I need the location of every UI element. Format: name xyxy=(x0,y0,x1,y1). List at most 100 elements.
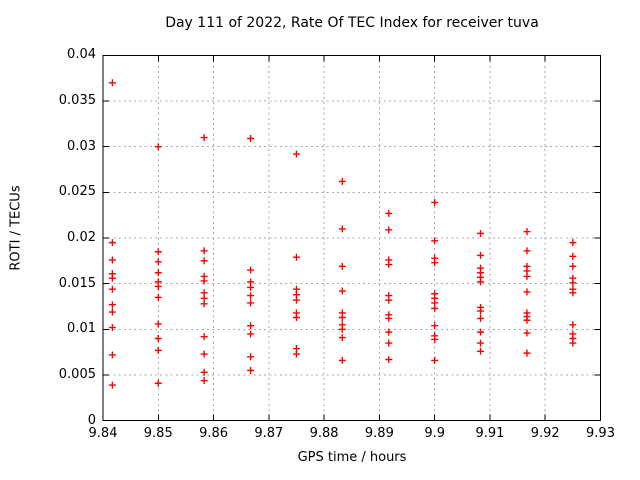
data-point-marker xyxy=(200,368,208,376)
data-point-marker xyxy=(108,381,116,389)
data-point-marker xyxy=(385,356,393,364)
x-tick-label: 9.85 xyxy=(143,426,173,441)
data-point-marker xyxy=(477,307,485,315)
data-point-marker xyxy=(108,324,116,332)
data-point-marker xyxy=(523,329,531,337)
y-tick-label: 0.02 xyxy=(67,230,96,246)
y-tick-label: 0.015 xyxy=(58,275,96,291)
data-point-marker xyxy=(338,356,346,364)
x-tick-label: 9.92 xyxy=(530,426,560,441)
data-point-marker xyxy=(477,347,485,355)
data-point-marker xyxy=(338,225,346,233)
data-point-marker xyxy=(247,135,255,143)
data-point-marker xyxy=(247,353,255,361)
data-point-marker xyxy=(154,379,162,387)
data-point-marker xyxy=(477,314,485,322)
data-point-marker xyxy=(523,228,531,236)
data-point-marker xyxy=(431,304,439,312)
data-point-marker xyxy=(247,292,255,300)
data-point-marker xyxy=(154,258,162,266)
data-point-marker xyxy=(385,261,393,269)
x-tick-label: 9.84 xyxy=(88,426,118,441)
data-point-marker xyxy=(385,209,393,217)
data-point-marker xyxy=(108,351,116,359)
data-point-marker xyxy=(523,316,531,324)
data-point-marker xyxy=(477,278,485,286)
data-point-marker xyxy=(154,346,162,354)
x-tick-label: 9.87 xyxy=(254,426,284,441)
data-point-marker xyxy=(292,150,300,158)
y-tick-label: 0 xyxy=(87,412,96,428)
data-point-marker xyxy=(523,349,531,357)
x-tick-label: 9.93 xyxy=(586,426,615,441)
y-axis-label-box: ROTI / TECUs xyxy=(4,118,28,338)
chart-title: Day 111 of 2022, Rate Of TEC Index for r… xyxy=(165,15,539,31)
data-point-marker xyxy=(338,314,346,322)
data-point-marker xyxy=(431,335,439,343)
data-point-marker xyxy=(200,277,208,285)
data-point-marker xyxy=(338,334,346,342)
data-point-marker xyxy=(292,296,300,304)
data-point-marker xyxy=(569,252,577,260)
data-point-marker xyxy=(108,239,116,247)
data-point-marker xyxy=(154,335,162,343)
y-tick-label: 0.025 xyxy=(58,184,96,200)
x-axis-label: GPS time / hours xyxy=(297,450,407,465)
data-point-marker xyxy=(200,257,208,265)
data-point-marker xyxy=(431,198,439,206)
data-point-marker xyxy=(385,314,393,322)
data-point-marker xyxy=(154,143,162,151)
data-point-marker xyxy=(292,253,300,261)
data-point-marker xyxy=(385,296,393,304)
data-point-marker xyxy=(108,256,116,264)
data-point-marker xyxy=(431,259,439,267)
data-point-marker xyxy=(108,79,116,87)
data-point-marker xyxy=(200,134,208,142)
data-point-marker xyxy=(108,285,116,293)
data-point-marker xyxy=(385,328,393,336)
data-point-marker xyxy=(338,262,346,270)
data-point-marker xyxy=(523,247,531,255)
y-tick-label: 0.035 xyxy=(58,93,96,109)
data-point-marker xyxy=(108,308,116,316)
data-point-marker xyxy=(108,274,116,282)
data-point-marker xyxy=(200,247,208,255)
data-point-marker xyxy=(292,350,300,358)
data-point-marker xyxy=(154,269,162,277)
data-point-marker xyxy=(477,339,485,347)
y-tick-label: 0.03 xyxy=(67,138,96,154)
y-tick-label: 0.005 xyxy=(58,367,96,383)
data-point-marker xyxy=(200,350,208,358)
data-point-marker xyxy=(569,239,577,247)
x-tick-label: 9.9 xyxy=(424,426,445,441)
data-point-marker xyxy=(247,299,255,307)
data-point-marker xyxy=(247,322,255,330)
data-point-marker xyxy=(247,366,255,374)
data-point-marker xyxy=(523,272,531,280)
data-point-marker xyxy=(200,333,208,341)
data-point-marker xyxy=(431,322,439,330)
data-point-marker xyxy=(523,288,531,296)
data-point-marker xyxy=(154,320,162,328)
data-point-marker xyxy=(431,237,439,245)
data-point-marker xyxy=(569,321,577,329)
data-point-marker xyxy=(247,266,255,274)
data-point-marker xyxy=(338,177,346,185)
x-tick-label: 9.88 xyxy=(309,426,339,441)
x-tick-label: 9.89 xyxy=(364,426,394,441)
data-point-marker xyxy=(569,262,577,270)
data-point-marker xyxy=(385,226,393,234)
data-point-marker xyxy=(200,377,208,385)
data-point-marker xyxy=(431,356,439,364)
data-point-marker xyxy=(154,282,162,290)
data-point-marker xyxy=(154,248,162,256)
data-point-marker xyxy=(569,289,577,297)
y-tick-label: 0.01 xyxy=(67,321,96,337)
data-point-marker xyxy=(200,300,208,308)
x-tick-label: 9.86 xyxy=(199,426,229,441)
data-point-marker xyxy=(154,293,162,301)
data-point-marker xyxy=(292,314,300,322)
data-point-marker xyxy=(569,339,577,347)
